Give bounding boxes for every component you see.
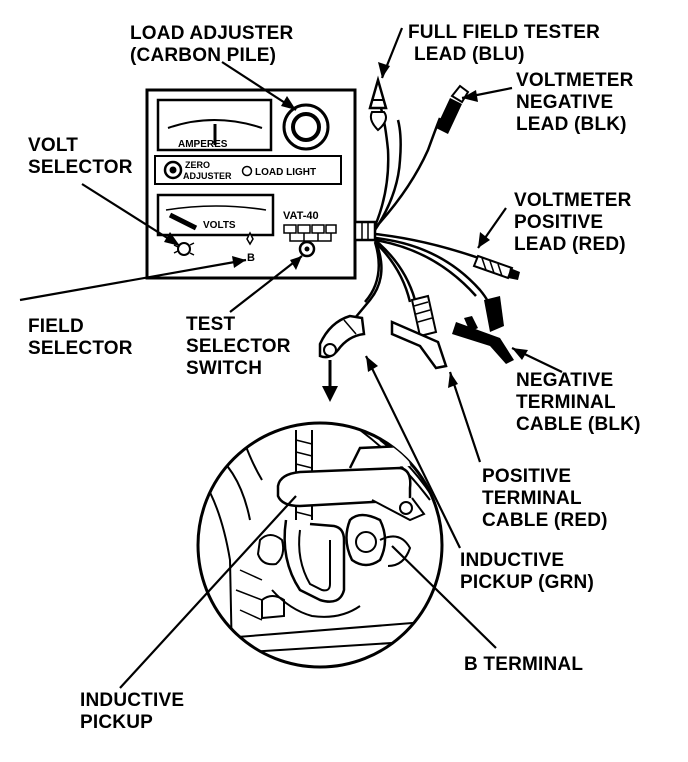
label-line: POSITIVE bbox=[482, 466, 572, 487]
volt-selector-knob[interactable] bbox=[173, 242, 195, 256]
label-line: SWITCH bbox=[186, 358, 263, 379]
label-line: PICKUP bbox=[80, 712, 153, 733]
positive-terminal-clamp bbox=[390, 294, 448, 370]
full-field-lead-plug bbox=[368, 75, 388, 132]
label-line: VOLTMETER bbox=[516, 70, 634, 91]
volts-label: VOLTS bbox=[203, 220, 236, 231]
label-line: PICKUP (GRN) bbox=[460, 572, 594, 593]
label-line: INDUCTIVE bbox=[80, 690, 185, 711]
label-volt-selector: VOLT SELECTOR bbox=[28, 135, 133, 179]
negative-terminal-clamp bbox=[452, 296, 514, 364]
label-line: NEGATIVE bbox=[516, 92, 614, 113]
inset-detail bbox=[196, 421, 444, 669]
arrowhead-volt-selector bbox=[164, 232, 180, 246]
label-negative-terminal-cable: NEGATIVE TERMINAL CABLE (BLK) bbox=[516, 370, 641, 436]
label-line: LEAD (BLU) bbox=[414, 44, 525, 65]
label-line: LOAD ADJUSTER bbox=[130, 23, 294, 44]
arrowhead-negative-terminal bbox=[512, 348, 528, 360]
label-voltmeter-negative-lead: VOLTMETER NEGATIVE LEAD (BLK) bbox=[516, 70, 634, 136]
label-inductive-pickup-grn: INDUCTIVE PICKUP (GRN) bbox=[460, 550, 594, 594]
label-b-terminal: B TERMINAL bbox=[464, 654, 583, 676]
label-line: FIELD bbox=[28, 316, 84, 337]
voltmeter-dial bbox=[156, 193, 275, 237]
label-line: LEAD (BLK) bbox=[516, 114, 627, 135]
label-inductive-pickup: INDUCTIVE PICKUP bbox=[80, 690, 184, 734]
label-line: CABLE (RED) bbox=[482, 510, 608, 531]
arrowhead-volt-negative bbox=[462, 90, 478, 102]
label-line: NEGATIVE bbox=[516, 370, 614, 391]
field-b-label: B bbox=[247, 252, 255, 264]
zero-label: ZERO bbox=[185, 160, 210, 170]
inductive-pickup-clamp bbox=[318, 314, 366, 359]
load-adjuster-knob[interactable] bbox=[282, 103, 330, 151]
label-positive-terminal-cable: POSITIVE TERMINAL CABLE (RED) bbox=[482, 466, 608, 532]
tester-cables bbox=[344, 104, 494, 331]
label-test-selector-switch: TEST SELECTOR SWITCH bbox=[186, 314, 291, 380]
label-field-selector: FIELD SELECTOR bbox=[28, 316, 133, 360]
load-light-label: LOAD LIGHT bbox=[255, 167, 316, 178]
arrowhead-test-selector bbox=[290, 256, 302, 270]
label-line: SELECTOR bbox=[28, 157, 133, 178]
adjuster-label: ADJUSTER bbox=[183, 171, 232, 181]
arrowhead-positive-terminal bbox=[448, 372, 458, 388]
load-light-indicator bbox=[241, 165, 253, 177]
model-label: VAT-40 bbox=[283, 210, 319, 222]
label-line: TEST bbox=[186, 314, 236, 335]
label-line: TERMINAL bbox=[516, 392, 616, 413]
label-line: POSITIVE bbox=[514, 212, 604, 233]
label-line: LEAD (RED) bbox=[514, 234, 626, 255]
label-line: SELECTOR bbox=[186, 336, 291, 357]
arrowhead-field-selector bbox=[232, 256, 246, 268]
label-line: FULL FIELD TESTER bbox=[408, 22, 600, 43]
label-line: INDUCTIVE bbox=[460, 550, 565, 571]
label-line: SELECTOR bbox=[28, 338, 133, 359]
label-line: CABLE (BLK) bbox=[516, 414, 641, 435]
label-line: VOLTMETER bbox=[514, 190, 632, 211]
label-line: TERMINAL bbox=[482, 488, 582, 509]
label-line: (CARBON PILE) bbox=[130, 45, 277, 66]
label-voltmeter-positive-lead: VOLTMETER POSITIVE LEAD (RED) bbox=[514, 190, 632, 256]
test-selector-block bbox=[283, 224, 337, 242]
label-line: VOLT bbox=[28, 135, 79, 156]
arrowhead-load-adjuster bbox=[281, 96, 296, 110]
label-full-field-tester-lead: FULL FIELD TESTER LEAD (BLU) bbox=[408, 22, 600, 66]
amperes-label: AMPERES bbox=[178, 139, 228, 150]
field-selector-knob[interactable]: B bbox=[246, 231, 255, 264]
voltmeter-negative-plug bbox=[436, 84, 470, 134]
arrowhead-full-field bbox=[378, 62, 390, 78]
voltmeter-positive-plug bbox=[472, 254, 520, 280]
arrowhead-inductive-grn bbox=[366, 356, 378, 372]
leader-arrowheads bbox=[164, 62, 528, 388]
arrowhead-volt-positive bbox=[478, 232, 490, 248]
label-load-adjuster: LOAD ADJUSTER (CARBON PILE) bbox=[130, 23, 293, 67]
pickup-down-arrow bbox=[322, 360, 338, 402]
tester-body: AMPERES ZERO ADJUSTER LOAD LIGHT VOLTS V… bbox=[145, 88, 377, 280]
label-line: B TERMINAL bbox=[464, 654, 584, 675]
